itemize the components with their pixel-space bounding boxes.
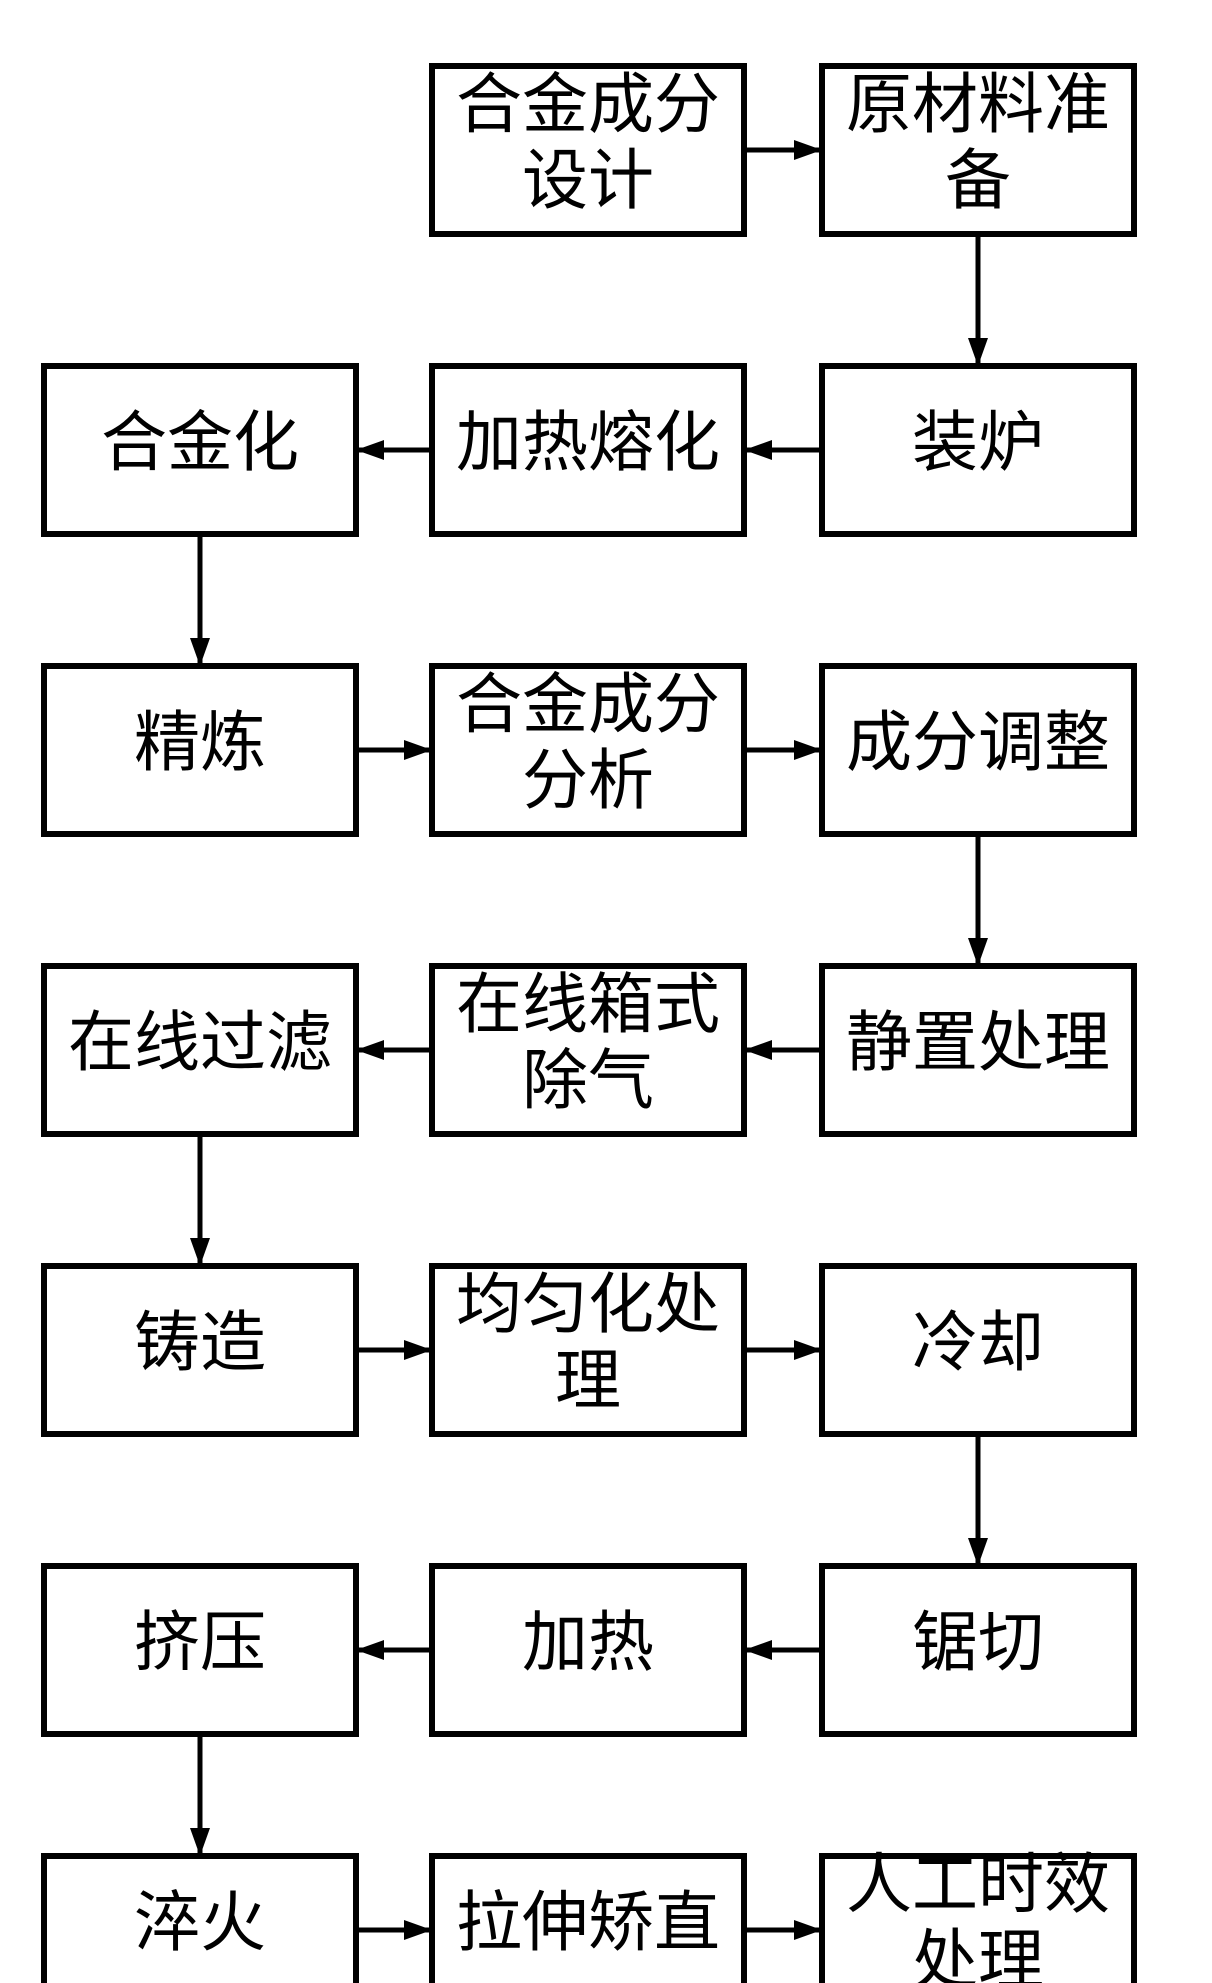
step-label: 加热熔化 <box>456 407 720 480</box>
process-step-n12: 铸造 <box>44 1266 356 1434</box>
process-step-n6: 精炼 <box>44 666 356 834</box>
step-label: 冷却 <box>912 1307 1044 1380</box>
process-step-n2: 原材料准备 <box>822 66 1134 234</box>
step-label: 在线过滤 <box>68 1007 332 1080</box>
step-label: 静置处理 <box>846 1007 1110 1080</box>
process-step-n4: 加热熔化 <box>432 366 744 534</box>
process-flowchart: 合金成分设计原材料准备装炉 加热熔化 合金化精炼 合金成分分析 成分调整静置处理 在线箱式… <box>0 0 1212 1983</box>
step-label: 拉伸矫直 <box>456 1887 720 1960</box>
step-label: 装炉 <box>912 407 1044 480</box>
process-step-n20: 人工时效处理 <box>822 1849 1134 1983</box>
process-step-n7: 合金成分分析 <box>432 666 744 834</box>
step-label: 锯切 <box>912 1607 1044 1680</box>
process-step-n14: 冷却 <box>822 1266 1134 1434</box>
process-step-n8: 成分调整 <box>822 666 1134 834</box>
step-label: 淬火 <box>134 1887 266 1960</box>
process-step-n9: 静置处理 <box>822 966 1134 1134</box>
process-step-n18: 淬火 <box>44 1856 356 1983</box>
process-step-n16: 加热 <box>432 1566 744 1734</box>
step-label: 加热 <box>522 1607 654 1680</box>
step-label: 铸造 <box>134 1307 266 1380</box>
process-step-n10: 在线箱式除气 <box>432 966 744 1134</box>
process-step-n3: 装炉 <box>822 366 1134 534</box>
step-label: 成分调整 <box>846 707 1110 780</box>
step-label: 精炼 <box>134 707 266 780</box>
process-step-n11: 在线过滤 <box>44 966 356 1134</box>
nodes: 合金成分设计原材料准备装炉 加热熔化 合金化精炼 合金成分分析 成分调整静置处理 在线箱式… <box>44 66 1134 1983</box>
step-label: 合金化 <box>101 407 299 480</box>
process-step-n17: 挤压 <box>44 1566 356 1734</box>
process-step-n15: 锯切 <box>822 1566 1134 1734</box>
process-step-n1: 合金成分设计 <box>432 66 744 234</box>
process-step-n5: 合金化 <box>44 366 356 534</box>
process-step-n13: 均匀化处理 <box>432 1266 744 1434</box>
process-step-n19: 拉伸矫直 <box>432 1856 744 1983</box>
step-label: 挤压 <box>134 1607 266 1680</box>
